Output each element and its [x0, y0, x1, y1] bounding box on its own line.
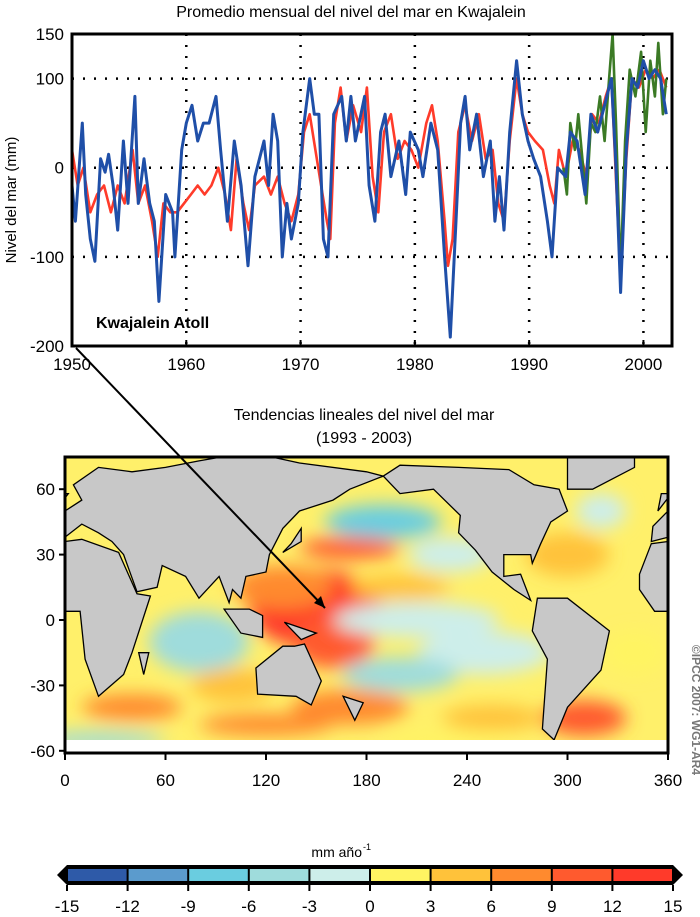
trend-patch [525, 532, 610, 577]
sea-level-trend-map [65, 457, 668, 753]
landmass [282, 526, 302, 553]
y-tick-label: 0 [55, 159, 64, 178]
landmass [382, 464, 569, 603]
trend-patch [199, 713, 333, 736]
trend-patch [148, 611, 250, 673]
trend-patch [232, 565, 333, 610]
colorbar-tick-label: 6 [486, 897, 495, 916]
colorbar-swatch [492, 869, 551, 881]
lon-tick-label: 0 [60, 771, 69, 790]
landmass [65, 457, 386, 605]
trend-patch [324, 504, 442, 540]
trend-patch [349, 574, 451, 601]
colorbar-tick-label: -6 [241, 897, 256, 916]
line-chart-title: Promedio mensual del nivel del mar en Kw… [176, 4, 526, 21]
landmass [137, 652, 150, 675]
lat-tick-label: 30 [36, 546, 55, 565]
copyright-credit: ©IPCC 2007: WG1-AR4 [689, 645, 700, 776]
y-tick-label: 150 [36, 25, 64, 44]
antarctic-no-data [65, 740, 668, 753]
landmass [657, 492, 668, 512]
lon-tick-label: 120 [252, 771, 280, 790]
y-tick-label: -200 [30, 337, 64, 356]
colorbar-swatch [613, 869, 672, 881]
landmass [341, 695, 365, 722]
series-line-blue [70, 59, 668, 339]
trend-patch [341, 657, 459, 692]
continents [65, 457, 668, 742]
colorbar-tick-label: 15 [664, 897, 683, 916]
x-tick-label: 1950 [53, 355, 91, 374]
lat-tick-label: -60 [30, 742, 55, 761]
colorbar-label: mm año [311, 844, 362, 860]
trend-patch [299, 537, 400, 559]
landmass [638, 540, 668, 612]
x-tick-label: 1990 [510, 355, 548, 374]
lon-tick-label: 300 [553, 771, 581, 790]
map-subtitle: (1993 - 2003) [316, 430, 412, 447]
colorbar-swatch [68, 869, 127, 881]
colorbar-tick-label: 3 [426, 897, 435, 916]
colorbar-swatch [128, 869, 188, 881]
x-tick-label: 2000 [625, 355, 663, 374]
lat-tick-label: 60 [36, 480, 55, 499]
trend-field [65, 493, 668, 749]
axis-ticks: 1950 1960 1970 1980 1990 2000 150 100 0 -100 -200 [30, 25, 662, 374]
colorbar-swatch [189, 869, 248, 881]
landmass [531, 597, 611, 742]
trend-patch [333, 602, 501, 638]
trend-patch [416, 630, 551, 675]
grid-lines [72, 34, 672, 346]
lon-tick-label: 240 [453, 771, 481, 790]
trend-patch [442, 705, 543, 732]
x-tick-label: 1980 [396, 355, 434, 374]
colorbar-tick-label: -15 [55, 897, 80, 916]
colorbar-tick-label: -12 [115, 897, 140, 916]
trend-patch [575, 493, 627, 529]
y-axis-label: Nivel del mar (mm) [3, 137, 20, 264]
landmass [566, 457, 636, 490]
trend-patch [81, 694, 183, 721]
connector-line [75, 347, 326, 609]
lat-tick-label: -30 [30, 676, 55, 695]
lon-tick-label: 180 [352, 771, 380, 790]
colorbar-tick-label: 12 [603, 897, 622, 916]
lon-tick-label: 360 [654, 771, 682, 790]
landmass [222, 608, 264, 639]
trend-patch [601, 630, 668, 675]
x-tick-label: 1970 [282, 355, 320, 374]
lat-tick-label: 0 [46, 611, 55, 630]
y-tick-label: -100 [30, 248, 64, 267]
colorbar-swatch [249, 869, 309, 881]
colorbar-tick-label: -9 [181, 897, 196, 916]
colorbar-swatch [310, 869, 369, 881]
line-plot-frame [70, 32, 674, 348]
location-annotation: Kwajalein Atoll [96, 315, 209, 332]
colorbar-tick-label: -3 [302, 897, 317, 916]
colorbar-swatch [371, 869, 430, 881]
colorbar: -15 -12 -9 -6 -3 0 3 6 9 12 15 [55, 865, 683, 916]
colorbar-tick-label: 0 [365, 897, 374, 916]
arrow-head-icon [314, 596, 325, 608]
colorbar-tick-label: 9 [547, 897, 556, 916]
landmass [650, 510, 668, 543]
y-tick-label: 100 [36, 70, 64, 89]
map-title: Tendencias lineales del nivel del mar [234, 407, 495, 424]
colorbar-swatch [552, 869, 612, 881]
landmass [283, 621, 319, 641]
landmass [255, 643, 323, 706]
landmass [65, 538, 152, 698]
colorbar-swatch [431, 869, 491, 881]
colorbar-label-exponent: -1 [363, 842, 371, 852]
trend-patch [190, 667, 275, 703]
x-tick-label: 1960 [167, 355, 205, 374]
lon-tick-label: 60 [156, 771, 175, 790]
